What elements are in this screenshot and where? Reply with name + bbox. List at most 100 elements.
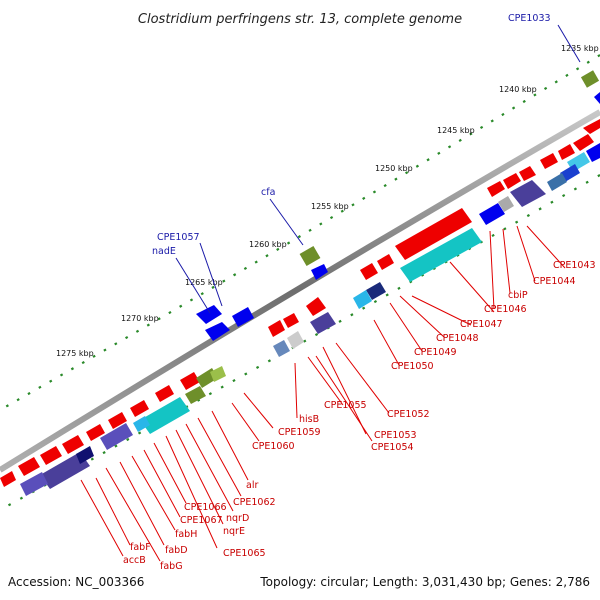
gene-label: cbiP [508,290,528,301]
inner-features [0,119,600,496]
cds-arrow [180,372,200,390]
cds-block [210,366,226,382]
leader-line [526,225,566,269]
cds-arrow [360,263,378,280]
gene-label: accB [123,555,146,566]
cds-arrow-long [395,208,472,260]
kbp-label: 1240 kbp [499,85,537,94]
leader-line [80,479,124,557]
gene-label: nadE [152,246,176,257]
leader-line [153,442,187,504]
cds-arrow [540,153,558,169]
leader-line [197,417,242,497]
gene-label: CPE1044 [533,276,576,287]
gene-label: fabG [160,561,183,572]
cds-block [560,164,580,182]
gene-label: fabD [165,545,188,556]
cds-arrow [558,144,575,160]
inner-labels: CPE1043 CPE1044 cbiP CPE1046 CPE1047 CPE… [123,260,596,572]
gene-label: CPE1062 [233,497,276,508]
gene-label: CPE1048 [436,333,479,344]
gene-label: CPE1067 [180,515,223,526]
gene-label: CPE1065 [223,548,266,559]
gene-label: CPE1055 [324,400,367,411]
outer-labels: CPE1033 cfa CPE1057 nadE [152,13,551,257]
leader-line [165,435,218,549]
cds-arrow [18,457,40,476]
cds-block [140,397,190,434]
leader-line [269,198,304,246]
leader-line [294,362,298,419]
cds-block [287,331,304,349]
cds-arrow [108,412,127,429]
feature-arrow [205,322,230,341]
leader-line [105,467,161,562]
cds-arrow [583,119,600,134]
kbp-label: 1275 kbp [56,349,94,358]
leader-line [502,228,511,294]
kbp-label: 1270 kbp [121,314,159,323]
gene-label: CPE1043 [553,260,596,271]
leader-line [211,410,249,481]
cds-arrow [306,297,326,316]
cds-arrow [40,446,62,465]
outer-label-lines [175,24,581,314]
cds-arrow [377,254,394,270]
map-title: Clostridium perfringens str. 13, complet… [138,12,462,27]
leader-line [131,455,176,531]
cds-arrow [62,435,84,454]
leader-line [335,342,390,414]
gene-label: CPE1054 [371,442,414,453]
kbp-label: 1235 kbp [561,44,599,53]
cds-block [185,386,206,404]
outer-features [196,70,600,341]
leader-line [185,423,234,512]
gene-label: CPE1057 [157,232,200,243]
leader-line [489,230,495,310]
cds-block [100,423,133,450]
cds-block [479,203,505,225]
cds-block [510,180,546,207]
cds-block [310,312,336,334]
feature-block [580,70,600,88]
cds-arrow [268,320,285,337]
leader-line [199,242,223,307]
cds-block [586,143,600,162]
kbp-labels: 1235 kbp 1240 kbp 1245 kbp 1250 kbp 1255… [56,44,599,358]
gene-label: CPE1047 [460,319,503,330]
leader-line [322,346,367,435]
cds-arrow [130,400,149,417]
kbp-label: 1250 kbp [375,164,413,173]
cds-block [498,196,514,212]
gene-label: CPE1033 [508,13,551,24]
leader-line [315,355,373,442]
feature-arrow [594,92,600,104]
leader-line [243,392,274,429]
gene-label: nqrE [223,526,245,537]
cds-arrow [86,424,105,441]
genome-backbone [0,109,600,473]
cds-block [353,290,372,309]
gene-label: CPE1049 [414,347,457,358]
leader-line [399,295,445,338]
inner-label-lines [80,225,566,562]
leader-line [143,449,181,518]
leader-line [411,295,472,326]
cds-arrow [0,471,16,487]
leader-line [119,461,165,546]
cds-block [20,472,48,496]
cds-block [40,452,90,489]
leader-line [175,257,211,314]
cds-block [133,416,150,432]
feature-arrow [232,307,254,327]
feature-block [299,245,321,267]
leader-line [95,477,131,546]
outer-tick-arc [0,54,600,411]
gene-label: CPE1050 [391,361,434,372]
gene-label: alr [246,480,258,491]
cds-block [76,446,94,464]
gene-label: fabF [130,542,151,553]
gene-label: CPE1059 [278,427,321,438]
accession-text: Accession: NC_003366 [8,575,144,589]
